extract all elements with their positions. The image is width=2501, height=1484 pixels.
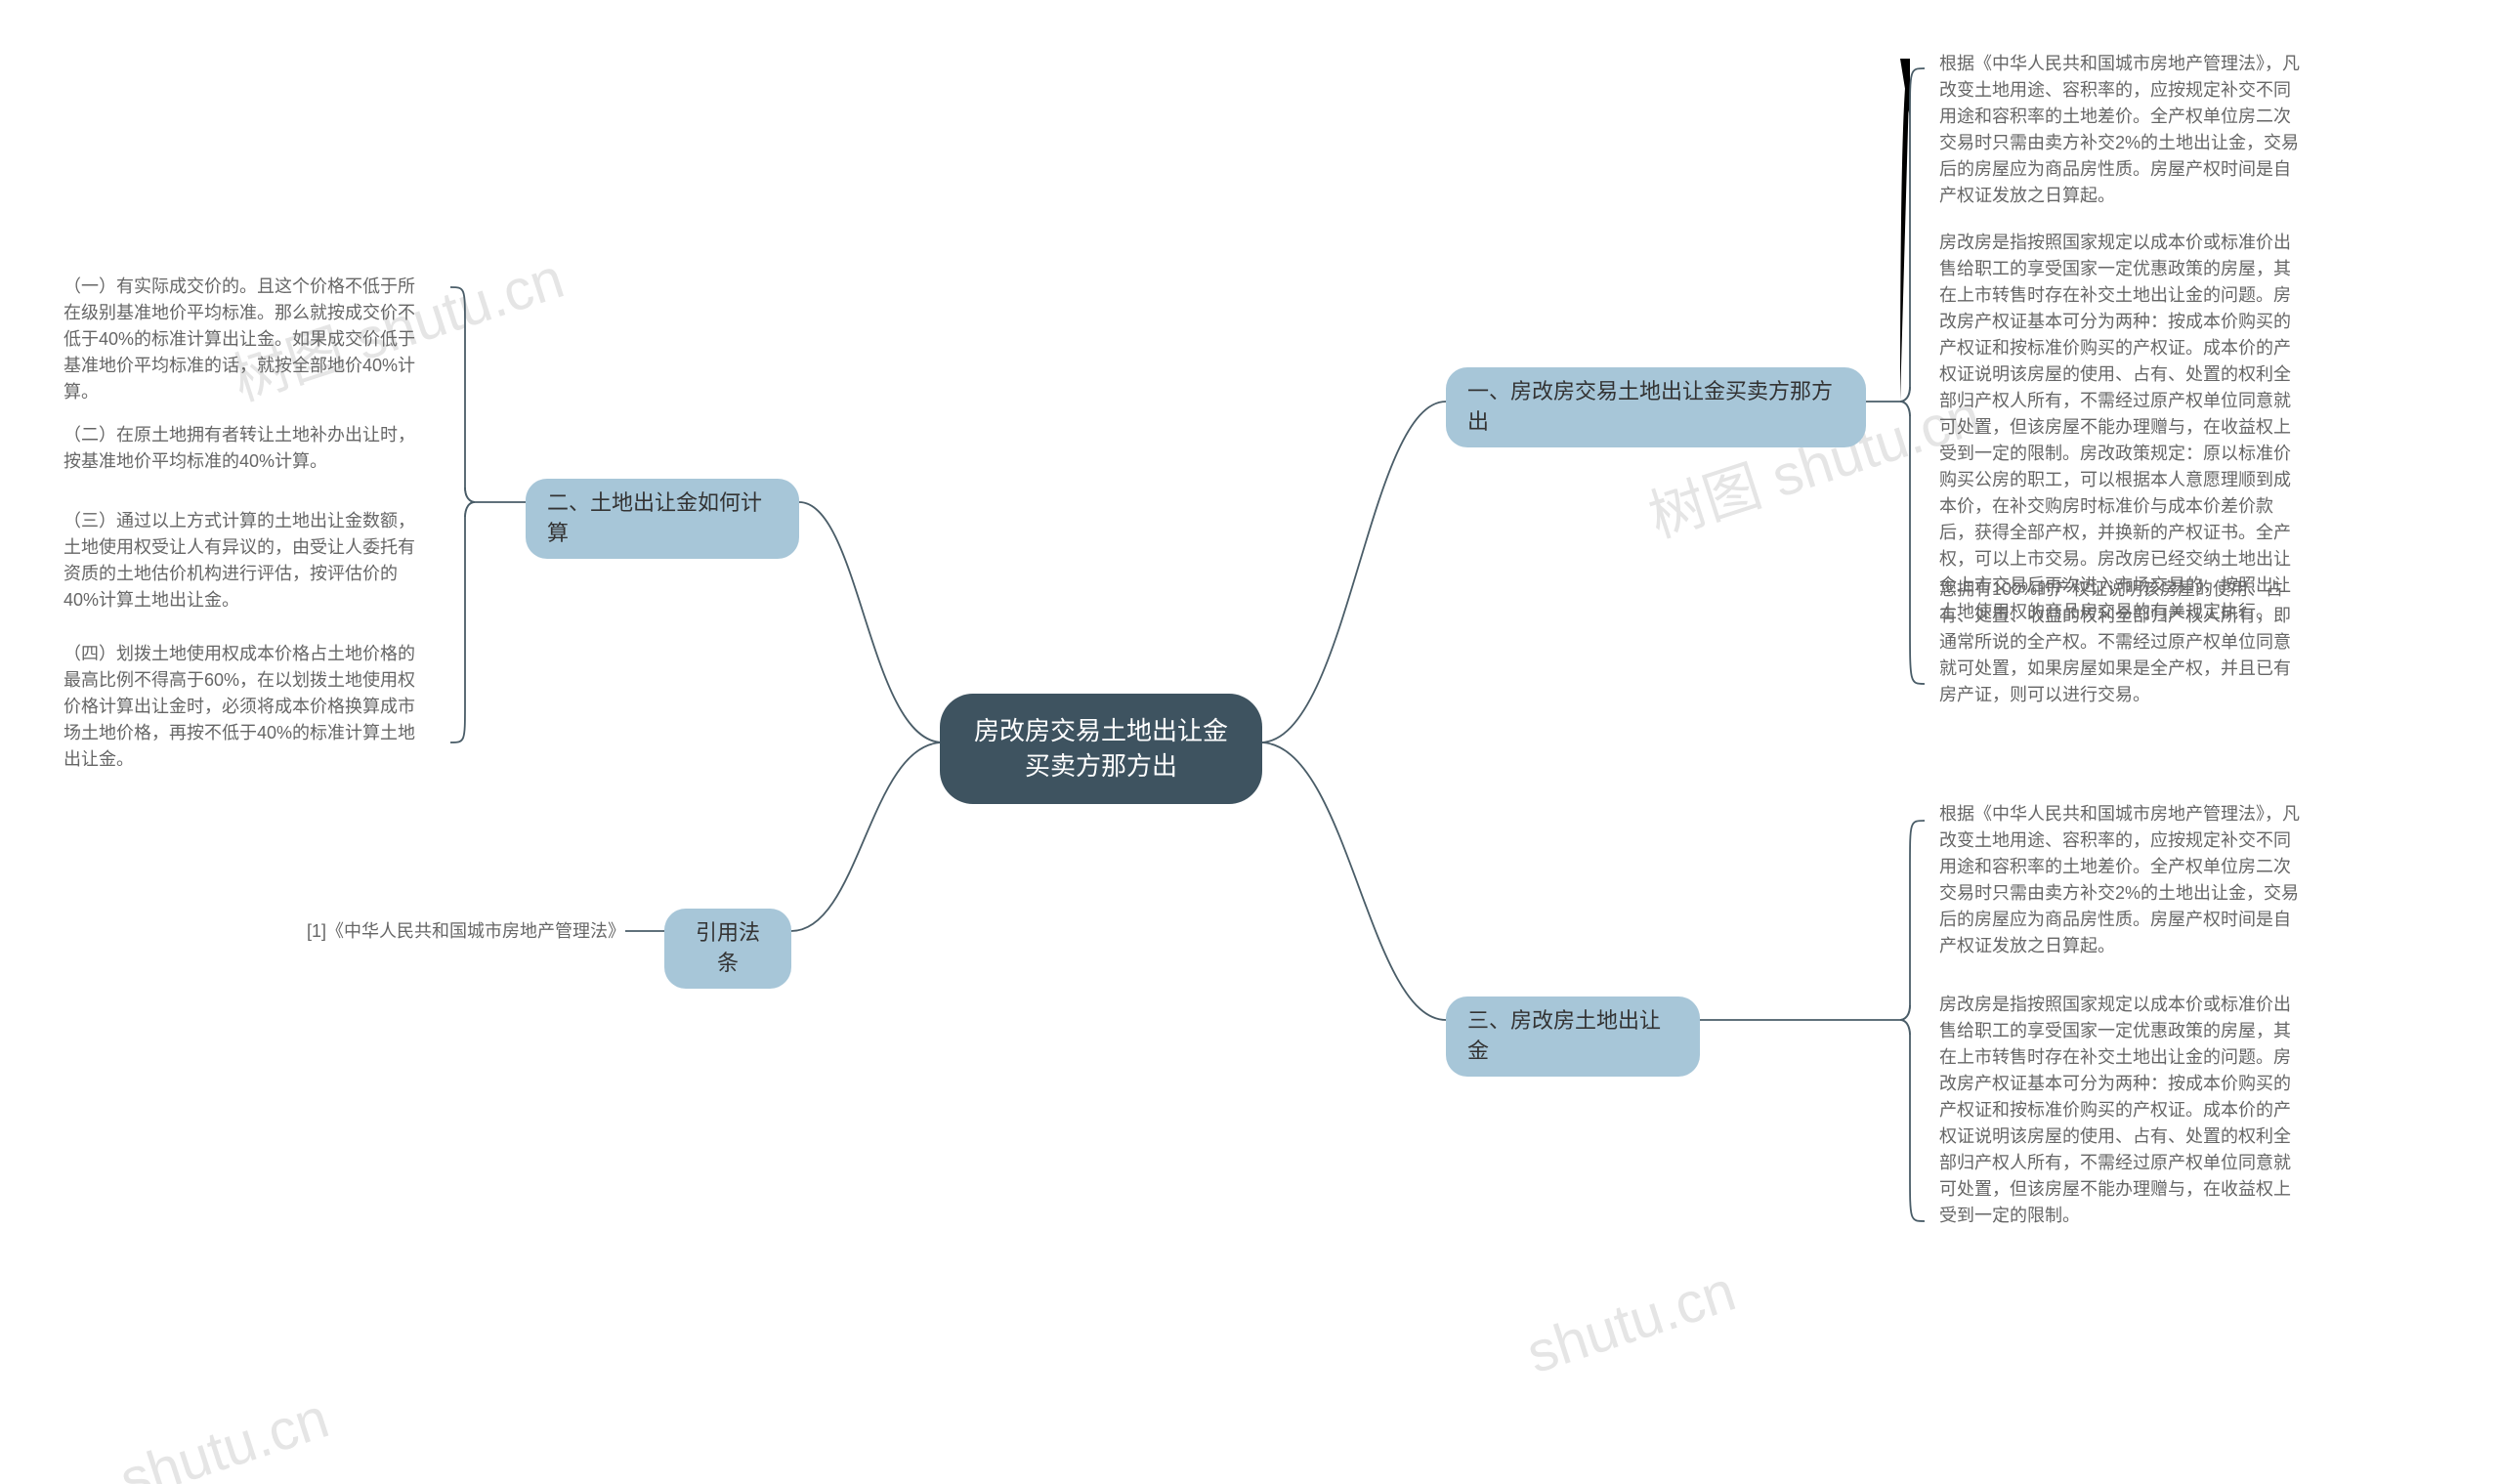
leaf-node: 根据《中华人民共和国城市房地产管理法》，凡改变土地用途、容积率的，应按规定补交不…: [1939, 51, 2301, 209]
leaf-node: 根据《中华人民共和国城市房地产管理法》，凡改变土地用途、容积率的，应按规定补交不…: [1939, 801, 2301, 959]
watermark: shutu.cn: [1519, 1258, 1743, 1386]
leaf-node: 房改房是指按照国家规定以成本价或标准价出售给职工的享受国家一定优惠政策的房屋，其…: [1939, 230, 2301, 625]
root-node[interactable]: 房改房交易土地出让金买卖方那方出: [940, 694, 1262, 804]
leaf-node: （四）划拨土地使用权成本价格占土地价格的最高比例不得高于60%，在以划拨土地使用…: [64, 641, 425, 773]
topic-node[interactable]: 三、房改房土地出让金: [1446, 996, 1700, 1077]
leaf-node: [1]《中华人民共和国城市房地产管理法》: [264, 918, 625, 945]
leaf-node: （二）在原土地拥有者转让土地补办出让时，按基准地价平均标准的40%计算。: [64, 422, 425, 475]
leaf-node: （一）有实际成交价的。且这个价格不低于所在级别基准地价平均标准。那么就按成交价不…: [64, 274, 425, 405]
leaf-node: （三）通过以上方式计算的土地出让金数额，土地使用权受让人有异议的，由受让人委托有…: [64, 508, 425, 614]
leaf-node: 房改房是指按照国家规定以成本价或标准价出售给职工的享受国家一定优惠政策的房屋，其…: [1939, 992, 2301, 1229]
topic-node[interactable]: 二、土地出让金如何计算: [526, 479, 799, 559]
leaf-node: 您拥有100%的产权证说明该房屋的使用、占有、处置、收益的权利全部归产权人所有，…: [1939, 576, 2301, 708]
topic-node[interactable]: 一、房改房交易土地出让金买卖方那方出: [1446, 367, 1866, 447]
topic-node[interactable]: 引用法条: [664, 909, 791, 989]
watermark: shutu.cn: [112, 1385, 336, 1484]
mindmap-canvas: 树图 shutu.cn 树图 shutu.cn shutu.cn shutu.c…: [0, 0, 2501, 1484]
